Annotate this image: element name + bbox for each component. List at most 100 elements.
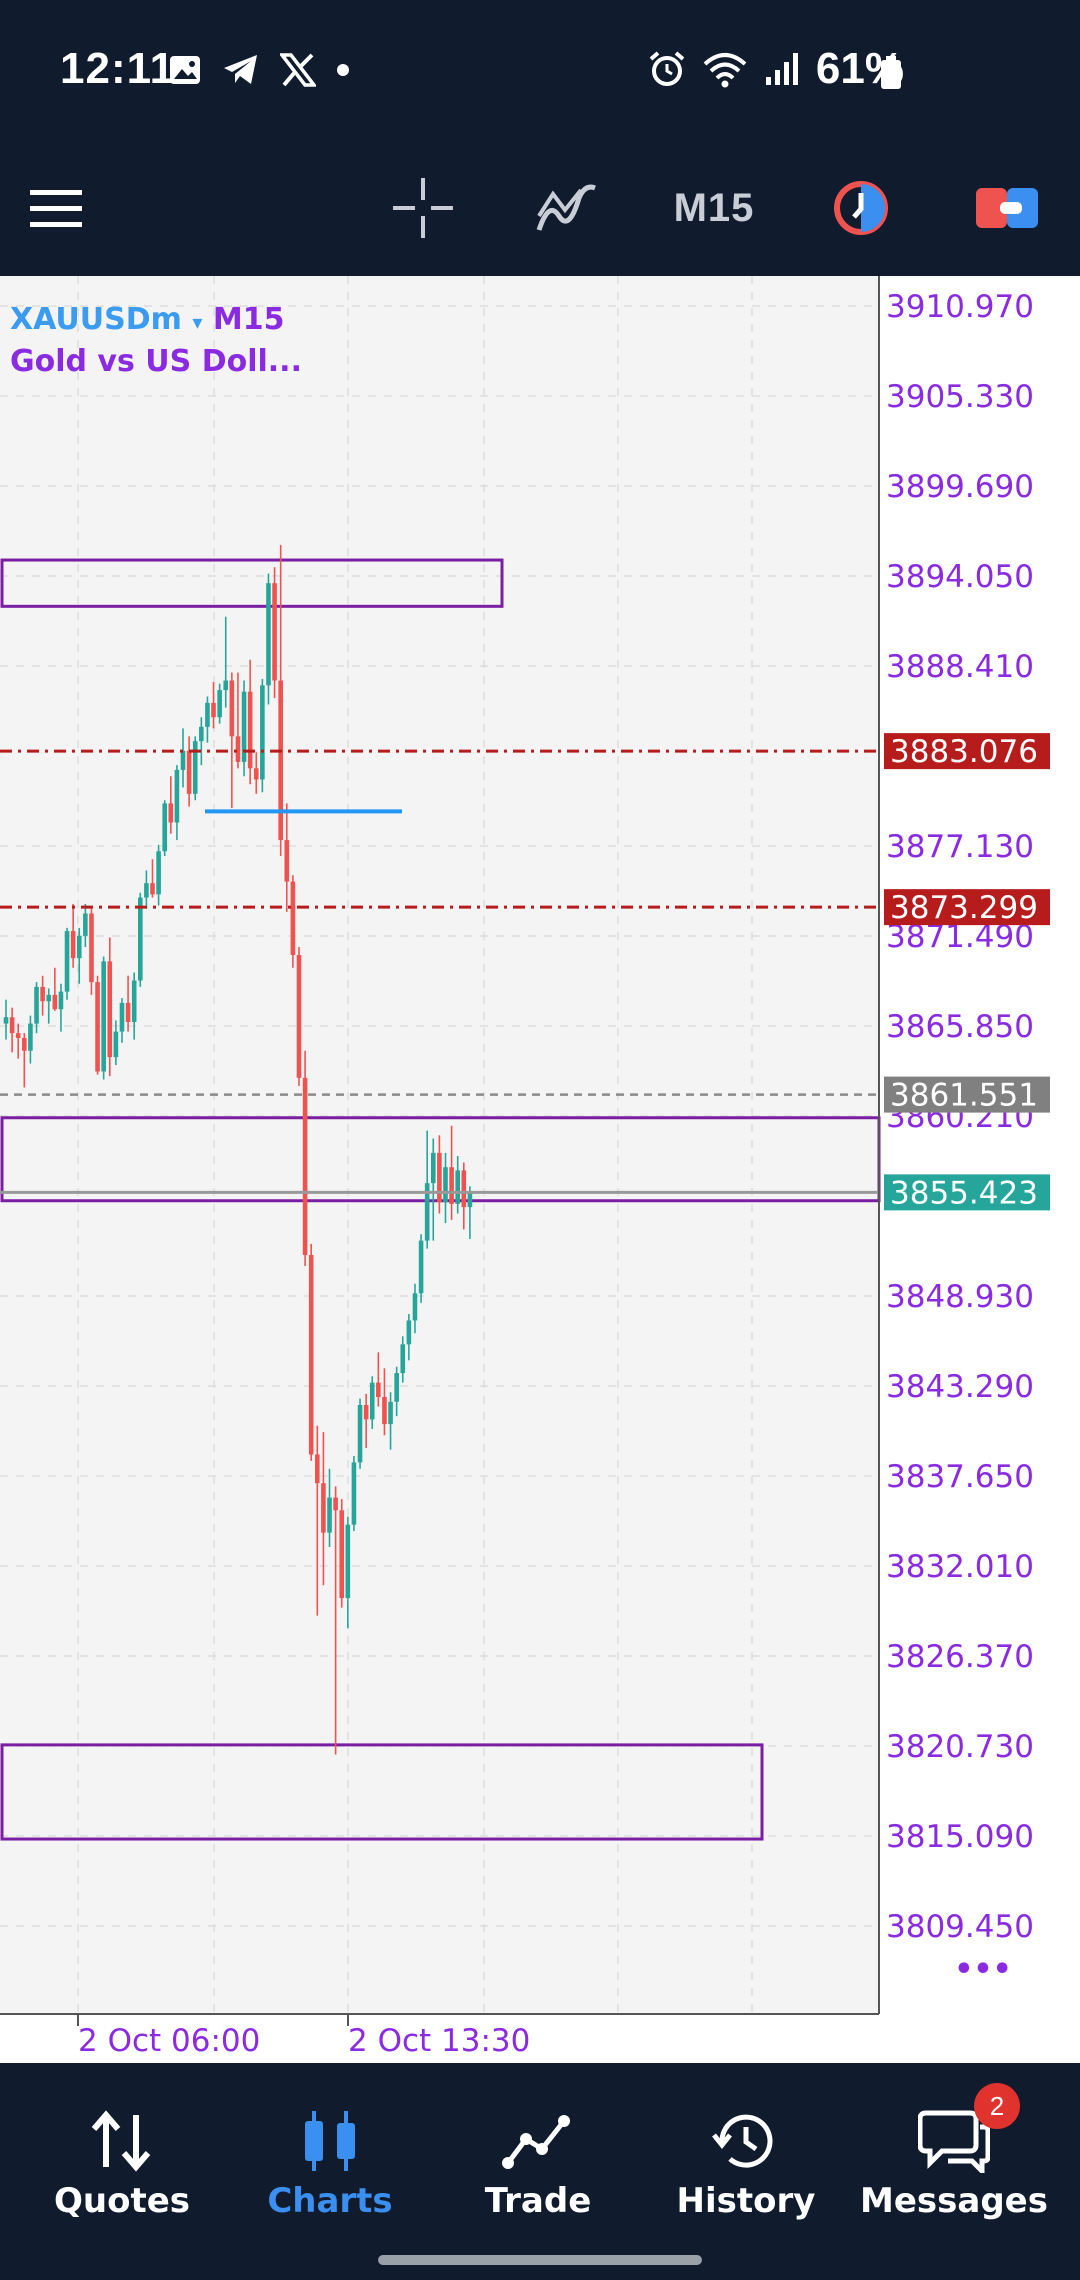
nav-label: Messages: [860, 2181, 1048, 2221]
candle-body: [443, 1167, 448, 1203]
clock-button[interactable]: [826, 140, 896, 276]
resistance-line-lower-tag: [884, 889, 1050, 926]
prior-level-line-tag-label: 3861.551: [890, 1078, 1038, 1114]
messages-badge: 2: [974, 2083, 1020, 2129]
candle-body: [418, 1240, 424, 1294]
level-price-tags: 3883.076 3873.299 3861.551 3855.423: [884, 733, 1050, 1211]
menu-icon: [30, 190, 82, 227]
candle-body: [308, 1254, 314, 1455]
prior-level-line-tag: [884, 1076, 1050, 1113]
zone-box: [0, 558, 504, 608]
candle-body: [70, 931, 76, 959]
candle-body: [22, 1037, 27, 1051]
candle-body: [363, 1404, 369, 1420]
candle-body: [150, 883, 155, 895]
nav-charts[interactable]: Charts: [226, 2063, 434, 2243]
candle-body: [40, 986, 45, 1002]
candle-body: [229, 680, 235, 737]
crosshair-icon: [393, 178, 453, 238]
symbol-header[interactable]: XAUUSDm ▾ M15: [10, 302, 284, 337]
price-tick-label: 3865.850: [886, 1009, 1034, 1045]
price-tick-label: 3899.690: [886, 469, 1034, 505]
candle-body: [76, 935, 82, 959]
candle-body: [137, 897, 143, 981]
time-tick-label: 2 Oct 06:00: [78, 2023, 260, 2059]
candle-body: [199, 726, 204, 742]
time-tick-label: 2 Oct 13:30: [348, 2023, 530, 2059]
nav-label: Trade: [484, 2181, 592, 2221]
dot-icon: [337, 64, 349, 76]
level-lines: [0, 749, 879, 1194]
candle-body: [272, 583, 277, 681]
indicators-button[interactable]: [532, 140, 602, 276]
chart-area[interactable]: 3910.970 3905.330 3899.690 3894.050 3888.410…: [0, 276, 1080, 2063]
candle-body: [217, 690, 222, 718]
home-gesture-bar[interactable]: [378, 2255, 702, 2265]
price-tick-label: 3826.370: [886, 1639, 1034, 1675]
wifi-icon: [703, 53, 747, 88]
candle-body: [34, 986, 39, 1024]
trade-icon: [502, 2115, 570, 2169]
candle-body: [461, 1170, 467, 1208]
crosshair-button[interactable]: [388, 140, 458, 276]
candlesticks: [3, 544, 473, 1755]
candle-body: [284, 840, 290, 882]
nav-trade[interactable]: Trade: [434, 2063, 642, 2243]
gesture-area: [0, 2243, 1080, 2280]
price-tick-label: 3848.930: [886, 1279, 1034, 1315]
candle-body: [449, 1167, 454, 1204]
resistance-line-upper-tag: [884, 733, 1050, 770]
bottom-navigation: Quotes Charts Trade History: [0, 2063, 1080, 2243]
candle-body: [83, 913, 88, 936]
telegram-icon: [224, 55, 257, 84]
candle-body: [333, 1497, 338, 1511]
candle-body: [315, 1454, 320, 1484]
price-tick-label: 3910.970: [886, 289, 1034, 325]
timeframe-button[interactable]: M15: [664, 140, 764, 276]
menu-button[interactable]: [24, 140, 88, 276]
symbol-timeframe: M15: [212, 302, 285, 337]
candle-body: [46, 994, 52, 1002]
nav-quotes[interactable]: Quotes: [18, 2063, 226, 2243]
candle-body: [186, 750, 192, 794]
trade-ticket-button[interactable]: [972, 140, 1042, 276]
nav-label: Charts: [267, 2181, 393, 2221]
candle-body: [412, 1293, 418, 1321]
nav-history[interactable]: History: [642, 2063, 850, 2243]
candle-body: [64, 931, 70, 992]
symbol-description: Gold vs US Doll...: [10, 344, 302, 379]
current-price-line-tag-label: 3855.423: [890, 1175, 1038, 1211]
indicators-icon: [536, 184, 596, 231]
candle-body: [357, 1404, 363, 1463]
candle-body: [58, 991, 64, 1010]
price-axis: 3910.970 3905.330 3899.690 3894.050 3888.410…: [886, 289, 1034, 1945]
clock-icon: [834, 181, 888, 235]
candle-body: [211, 702, 216, 718]
nav-label: Quotes: [53, 2181, 191, 2221]
candle-body: [89, 913, 94, 983]
quotes-icon: [91, 2110, 151, 2172]
history-icon: [712, 2114, 773, 2168]
price-tick-label: 3888.410: [886, 649, 1034, 685]
candle-body: [119, 1002, 125, 1032]
candle-body: [296, 954, 302, 1078]
status-bar: 12:11: [0, 0, 1080, 140]
price-chart[interactable]: 3910.970 3905.330 3899.690 3894.050 3888.410…: [0, 276, 1080, 2063]
price-tick-label: 3905.330: [886, 379, 1034, 415]
charts-icon: [305, 2111, 355, 2171]
chart-toolbar: M15: [0, 140, 1080, 276]
candle-body: [174, 769, 180, 823]
resistance-line-lower-tag-label: 3873.299: [890, 890, 1038, 926]
candle-body: [113, 1031, 119, 1058]
candle-body: [369, 1382, 375, 1420]
nav-label: History: [676, 2181, 816, 2221]
candle-body: [266, 583, 271, 686]
status-time: 12:11: [60, 44, 176, 93]
candle-body: [278, 680, 283, 841]
candle-body: [125, 1002, 131, 1023]
price-tick-label: 3832.010: [886, 1549, 1034, 1585]
more-options-dots[interactable]: •••: [954, 1952, 1012, 1987]
candle-body: [235, 736, 241, 762]
price-tick-label: 3877.130: [886, 829, 1034, 865]
nav-messages[interactable]: 2 Messages: [850, 2063, 1058, 2243]
